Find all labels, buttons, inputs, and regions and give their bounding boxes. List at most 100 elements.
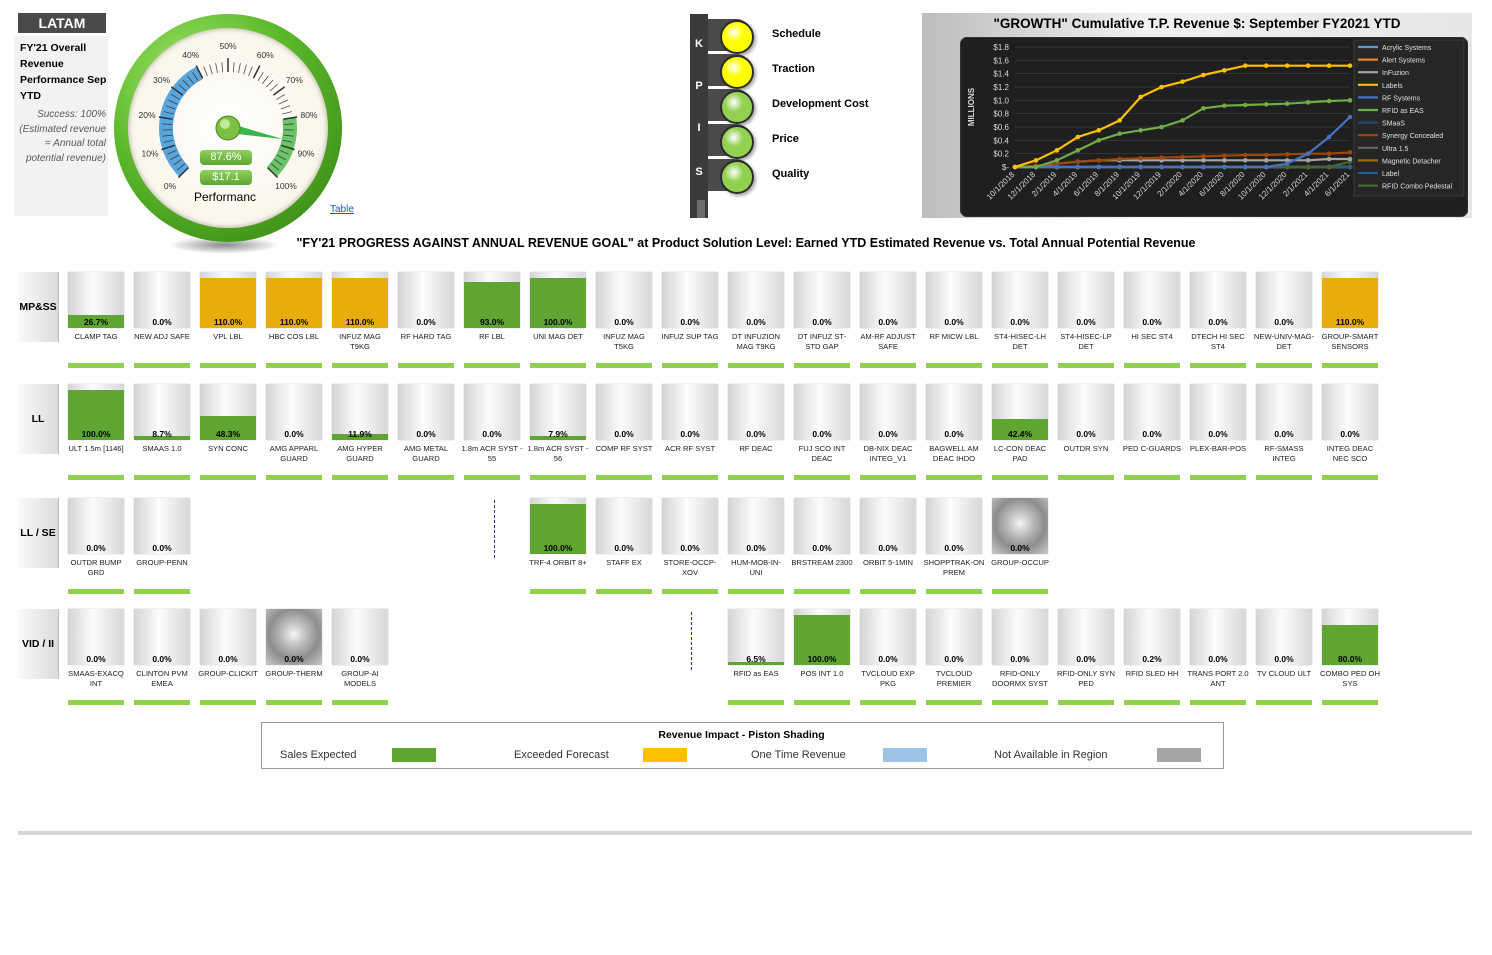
- tile-status-bar: [992, 475, 1048, 480]
- product-tile[interactable]: 42.4%: [992, 384, 1048, 440]
- tile-percent: 26.7%: [83, 317, 109, 327]
- product-tile[interactable]: 0.0%: [1256, 609, 1312, 665]
- tile-label: ST4-HISEC-LH DET: [994, 332, 1046, 351]
- legend-entry: Acrylic Systems: [1382, 45, 1432, 52]
- product-tile[interactable]: 110.0%: [1322, 272, 1378, 328]
- product-tile[interactable]: 0.0%: [398, 384, 454, 440]
- product-tile[interactable]: 0.0%: [464, 384, 520, 440]
- product-tile[interactable]: 0.0%: [596, 498, 652, 554]
- product-tile[interactable]: 80.0%: [1322, 609, 1378, 665]
- product-tile[interactable]: 0.0%: [134, 498, 190, 554]
- gauge-tick: [267, 167, 279, 179]
- product-tile[interactable]: 100.0%: [794, 609, 850, 665]
- product-tile[interactable]: 0.0%: [728, 498, 784, 554]
- product-tile[interactable]: 7.9%: [530, 384, 586, 440]
- series-point: [1326, 151, 1332, 156]
- product-tile[interactable]: 0.0%: [68, 609, 124, 665]
- product-tile[interactable]: 0.0%: [728, 272, 784, 328]
- product-tile[interactable]: 0.0%: [662, 498, 718, 554]
- gauge-tick: [276, 154, 287, 161]
- product-tile[interactable]: 0.0%: [332, 609, 388, 665]
- product-tile[interactable]: 0.0%: [794, 272, 850, 328]
- tile-status-bar: [1124, 363, 1180, 368]
- table-link[interactable]: Table: [330, 204, 354, 215]
- tile-status-bar: [926, 475, 982, 480]
- tile-status-bar: [728, 363, 784, 368]
- product-tile[interactable]: 0.0%: [200, 609, 256, 665]
- product-tile[interactable]: 100.0%: [68, 384, 124, 440]
- product-tile[interactable]: 0.0%: [992, 609, 1048, 665]
- gauge-tick-label: 70%: [286, 75, 303, 85]
- product-tile[interactable]: 0.0%: [926, 272, 982, 328]
- product-tile[interactable]: 0.0%: [794, 498, 850, 554]
- product-tile[interactable]: 0.0%: [992, 272, 1048, 328]
- product-tile[interactable]: 110.0%: [266, 272, 322, 328]
- chart-y-tick: $1.8: [993, 43, 1009, 52]
- product-tile[interactable]: 0.0%: [68, 498, 124, 554]
- product-tile[interactable]: 0.0%: [134, 609, 190, 665]
- tile-status-bar: [1322, 363, 1378, 368]
- tile-label: ACR RF SYST: [664, 444, 716, 453]
- tile-status-bar: [596, 475, 652, 480]
- product-tile[interactable]: 0.0%: [596, 272, 652, 328]
- series-point: [1222, 153, 1227, 158]
- product-tile[interactable]: 0.0%: [1124, 384, 1180, 440]
- product-tile[interactable]: 26.7%: [68, 272, 124, 328]
- product-tile[interactable]: 0.0%: [662, 384, 718, 440]
- product-tile[interactable]: 0.0%: [728, 384, 784, 440]
- product-tile[interactable]: 100.0%: [530, 272, 586, 328]
- product-tile[interactable]: 0.0%: [662, 272, 718, 328]
- tile-status-bar: [662, 475, 718, 480]
- product-tile[interactable]: 0.0%: [1058, 384, 1114, 440]
- product-tile[interactable]: 0.0%: [1256, 384, 1312, 440]
- product-tile[interactable]: 6.5%: [728, 609, 784, 665]
- product-tile[interactable]: 100.0%: [530, 498, 586, 554]
- chart-y-tick: $0.2: [993, 150, 1009, 159]
- product-tile[interactable]: 0.0%: [926, 498, 982, 554]
- product-tile[interactable]: 0.0%: [1124, 272, 1180, 328]
- series-point: [1138, 156, 1143, 161]
- product-tile[interactable]: 0.0%: [860, 498, 916, 554]
- product-tile[interactable]: 0.0%: [1322, 384, 1378, 440]
- product-tile[interactable]: 0.0%: [1190, 384, 1246, 440]
- product-tile[interactable]: 0.0%: [1058, 272, 1114, 328]
- tile-status-bar: [1124, 700, 1180, 705]
- product-tile[interactable]: 0.0%: [860, 272, 916, 328]
- product-tile[interactable]: 8.7%: [134, 384, 190, 440]
- product-tile[interactable]: 48.3%: [200, 384, 256, 440]
- gauge-tick: [272, 86, 286, 96]
- product-tile[interactable]: 93.0%: [464, 272, 520, 328]
- product-tile[interactable]: 0.0%: [860, 384, 916, 440]
- product-tile[interactable]: 0.0%: [398, 272, 454, 328]
- product-tile[interactable]: 0.0%: [266, 384, 322, 440]
- product-tile[interactable]: 0.2%: [1124, 609, 1180, 665]
- product-tile[interactable]: 110.0%: [200, 272, 256, 328]
- tile-percent: 0.0%: [152, 654, 172, 664]
- product-tile[interactable]: 0.0%: [926, 384, 982, 440]
- product-tile[interactable]: 0.0%: [1190, 609, 1246, 665]
- gauge-needle: [227, 123, 283, 140]
- tile-status-bar: [530, 363, 586, 368]
- product-tile[interactable]: 0.0%: [134, 272, 190, 328]
- product-tile[interactable]: 0.0%: [1058, 609, 1114, 665]
- product-tile[interactable]: 0.0%: [1190, 272, 1246, 328]
- gauge-performance-value: 87.6%: [200, 150, 252, 165]
- product-tile[interactable]: 0.0%: [860, 609, 916, 665]
- tile-percent: 0.0%: [878, 543, 898, 553]
- kpi-light-yellow: [720, 20, 754, 54]
- product-tile[interactable]: 110.0%: [332, 272, 388, 328]
- product-tile[interactable]: 0.0%: [596, 384, 652, 440]
- legend-label: Sales Expected: [280, 749, 357, 761]
- product-tile[interactable]: 11.9%: [332, 384, 388, 440]
- tile-label: COMBO PED OH SYS: [1320, 669, 1380, 688]
- tile-label: INTEG DEAC NEC SCO: [1326, 444, 1374, 463]
- product-tile[interactable]: 0.0%: [1256, 272, 1312, 328]
- series-point: [1075, 159, 1081, 164]
- gauge-tick-label: 40%: [182, 50, 199, 60]
- product-tile[interactable]: 0.0%: [266, 609, 322, 665]
- product-tile[interactable]: 0.0%: [794, 384, 850, 440]
- product-tile[interactable]: 0.0%: [992, 498, 1048, 554]
- gauge-tick: [162, 123, 173, 125]
- gauge-tick: [279, 149, 289, 155]
- product-tile[interactable]: 0.0%: [926, 609, 982, 665]
